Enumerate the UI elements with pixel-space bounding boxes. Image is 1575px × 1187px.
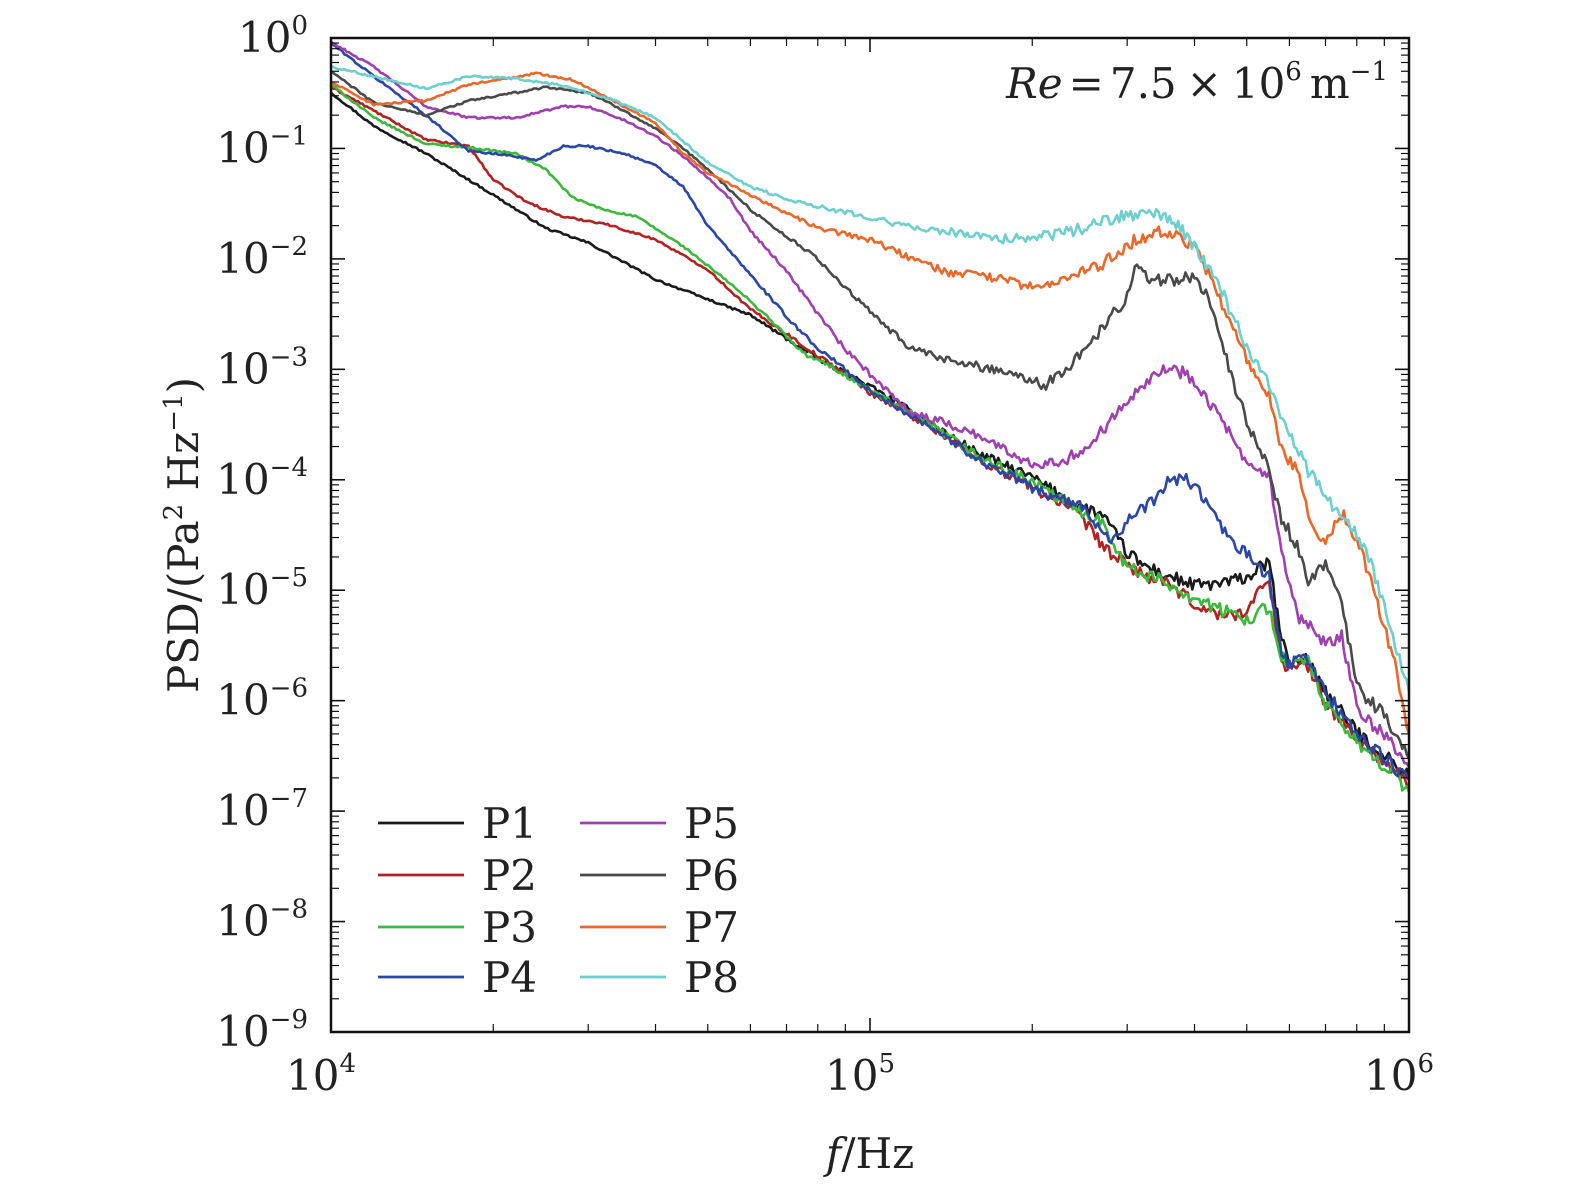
y-tick-base: 10 bbox=[216, 123, 269, 172]
x-axis-label-unit: /Hz bbox=[841, 1129, 914, 1178]
y-tick-label: 10−2 bbox=[216, 232, 308, 283]
y-tick-exp: −4 bbox=[270, 453, 308, 483]
y-tick-label: 10−5 bbox=[216, 563, 308, 614]
data-lines bbox=[330, 40, 1411, 793]
x-tick-exp: 4 bbox=[339, 1049, 356, 1079]
legend-label-p1: P1 bbox=[482, 799, 537, 848]
y-tick-label: 10−8 bbox=[216, 895, 308, 946]
y-tick-label: 10−3 bbox=[216, 342, 308, 393]
y-axis-label: PSD/(Pa2 Hz−1) bbox=[159, 377, 208, 693]
legend-label-p2: P2 bbox=[482, 851, 537, 900]
y-tick-base: 10 bbox=[216, 565, 269, 614]
y-tick-exp: −5 bbox=[270, 563, 308, 593]
legend-label-p3: P3 bbox=[482, 903, 537, 952]
legend-label-p5: P5 bbox=[684, 799, 739, 848]
y-tick-exp: −1 bbox=[270, 121, 308, 151]
legend-label-p7: P7 bbox=[684, 903, 739, 952]
y-tick-exp: −6 bbox=[270, 674, 308, 704]
y-tick-label: 10−9 bbox=[216, 1005, 308, 1056]
y-tick-exp: −9 bbox=[270, 1005, 308, 1035]
y-tick-label: 10−7 bbox=[216, 784, 308, 835]
y-tick-exp: −7 bbox=[270, 784, 308, 814]
legend-label-p4: P4 bbox=[482, 953, 537, 1002]
annotation-reynolds: Re = 7.5 × 106 m−1 bbox=[1005, 57, 1388, 108]
annotation-base: 10 bbox=[1232, 59, 1285, 108]
annotation-unit: m bbox=[1310, 59, 1350, 108]
x-tick-label: 105 bbox=[825, 1049, 895, 1100]
x-tick-base: 10 bbox=[1364, 1051, 1417, 1100]
series-line-p8 bbox=[330, 65, 1411, 693]
y-tick-label: 10−4 bbox=[216, 453, 308, 504]
plot-frame bbox=[329, 36, 1411, 1034]
x-axis-label: f/Hz bbox=[823, 1129, 914, 1178]
y-tick-base: 10 bbox=[216, 897, 269, 946]
y-tick-exp: −8 bbox=[270, 895, 308, 925]
x-tick-exp: 5 bbox=[878, 1049, 895, 1079]
series-line-p4 bbox=[330, 42, 1411, 781]
x-tick-base: 10 bbox=[286, 1051, 339, 1100]
y-tick-base: 10 bbox=[216, 676, 269, 725]
legend-label-p8: P8 bbox=[684, 953, 739, 1002]
series-line-p6 bbox=[330, 70, 1411, 760]
y-tick-exp: −2 bbox=[270, 232, 308, 262]
y-tick-label: 10−6 bbox=[216, 674, 308, 725]
x-tick-label: 104 bbox=[286, 1049, 356, 1100]
y-axis-label-hz-exp: −1 bbox=[159, 393, 189, 431]
axis-ticks: 104 105 10610010−110−210−310−410−510−610−7… bbox=[216, 11, 1434, 1100]
x-tick-label: 106 bbox=[1364, 1049, 1434, 1100]
y-tick-label: 100 bbox=[238, 11, 308, 62]
annotation-unit-exp: −1 bbox=[1350, 57, 1388, 87]
y-tick-exp: −3 bbox=[270, 342, 308, 372]
y-axis-label-mid: Hz bbox=[159, 432, 208, 504]
y-tick-base: 10 bbox=[216, 455, 269, 504]
y-tick-base: 10 bbox=[216, 786, 269, 835]
y-tick-base: 10 bbox=[238, 13, 291, 62]
annotation-value: 7.5 bbox=[1110, 59, 1177, 108]
annotation-exp: 6 bbox=[1285, 57, 1302, 87]
series-line-p5 bbox=[330, 40, 1411, 768]
annotation-var: Re bbox=[1005, 59, 1062, 108]
y-tick-exp: 0 bbox=[291, 11, 308, 41]
y-axis-label-pa-exp: 2 bbox=[159, 504, 189, 521]
x-tick-base: 10 bbox=[825, 1051, 878, 1100]
y-axis-label-prefix: PSD/(Pa bbox=[159, 520, 208, 693]
annotation-times: × bbox=[1187, 59, 1222, 108]
legend-label-p6: P6 bbox=[684, 851, 739, 900]
y-tick-base: 10 bbox=[216, 344, 269, 393]
x-tick-exp: 6 bbox=[1417, 1049, 1434, 1079]
annotation-eq: = bbox=[1069, 59, 1104, 108]
y-tick-base: 10 bbox=[216, 1007, 269, 1056]
y-tick-label: 10−1 bbox=[216, 121, 308, 172]
y-axis-label-suffix: ) bbox=[159, 377, 208, 393]
y-tick-base: 10 bbox=[216, 234, 269, 283]
series-line-p1 bbox=[330, 91, 1411, 776]
